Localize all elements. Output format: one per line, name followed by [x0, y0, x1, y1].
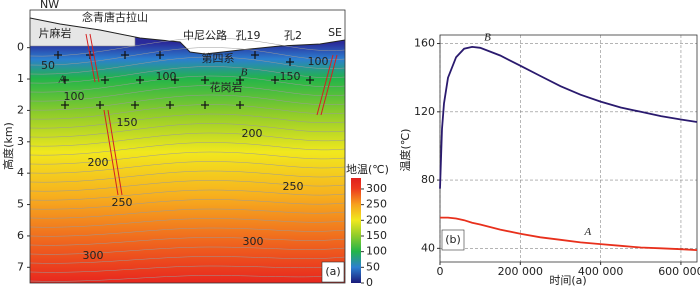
series-line: [440, 216, 698, 251]
isotherm: [29, 180, 346, 192]
contour-label: 100: [64, 90, 85, 103]
isotherm: [29, 199, 346, 210]
y-tick-label: 40: [421, 241, 435, 254]
y-tick-label: 6: [17, 229, 24, 242]
panel-label-box: [441, 229, 465, 251]
x-tick-label: 600 000: [658, 265, 700, 278]
y-tick-label: 160: [414, 37, 435, 50]
isotherm: [29, 56, 346, 75]
isotherm: [29, 132, 346, 147]
y-tick-label: 5: [17, 198, 24, 211]
contour-label: 200: [88, 156, 109, 169]
y-axis-label: 温度(℃): [398, 129, 412, 172]
x-tick-label: 400 000: [578, 265, 624, 278]
contour-label: 150: [117, 116, 138, 129]
annotation: 中尼公路: [183, 29, 227, 42]
terrain-profile: [29, 17, 346, 55]
colorbar-tick-label: 300: [366, 182, 387, 195]
contour-label: 300: [83, 249, 104, 262]
contour-label: 50: [41, 59, 55, 72]
y-tick-label: 3: [17, 135, 24, 148]
isotherm: [29, 94, 346, 111]
annotation: 花岗岩: [210, 80, 243, 94]
annotation: 第四系: [202, 51, 235, 65]
contour-label: 250: [283, 180, 304, 193]
y-tick-label: 0: [17, 41, 24, 54]
x-tick-label: 0: [437, 265, 444, 278]
isotherm: [29, 274, 346, 282]
isotherm: [29, 151, 346, 165]
panel-label-box: [321, 261, 345, 283]
isotherm: [29, 66, 346, 84]
y-tick-label: 2: [17, 103, 24, 116]
colorbar-tick-label: 100: [366, 245, 387, 258]
plot-frame: [439, 34, 698, 263]
isotherm: [29, 123, 346, 138]
annotation: 孔2: [284, 29, 302, 42]
isotherm: [29, 37, 346, 57]
y-axis-label: 高度(km): [1, 122, 15, 170]
isotherm: [29, 113, 346, 129]
isotherm: [29, 208, 346, 219]
panel-a: [29, 9, 361, 284]
y-tick-label: 80: [421, 173, 435, 186]
isotherm: [29, 265, 346, 273]
isotherm: [29, 189, 346, 201]
annotation: A: [58, 74, 66, 86]
isotherm: [29, 227, 346, 237]
colorbar-tick-label: 250: [366, 198, 387, 211]
y-tick-label: 1: [17, 72, 24, 85]
y-tick-label: 7: [17, 260, 24, 273]
boreholes: [85, 33, 338, 196]
isotherm: [29, 170, 346, 183]
y-tick-label: 120: [414, 105, 435, 118]
colorbar-tick-label: 0: [366, 276, 373, 287]
annotation: NW: [40, 0, 59, 11]
contour-label: 100: [308, 55, 329, 68]
isotherm: [29, 218, 346, 228]
isotherm: [29, 75, 346, 93]
plot-frame: [29, 9, 346, 284]
series-label: A: [584, 226, 592, 238]
isotherm: [29, 104, 346, 120]
series-line: [439, 45, 698, 189]
x-axis-label: 时间(a): [549, 274, 586, 287]
contour-label: 200: [242, 127, 263, 140]
colorbar-label: 地温(℃): [346, 163, 389, 176]
colorbar-tick-label: 150: [366, 229, 387, 242]
isotherm: [29, 85, 346, 102]
isotherm: [29, 161, 346, 174]
annotation: 孔19: [236, 29, 261, 42]
temperature-field: [30, 10, 345, 283]
contour-label: 250: [112, 196, 133, 209]
annotation: B: [241, 67, 248, 79]
panel-label: (b): [445, 233, 461, 246]
isotherm: [29, 47, 346, 66]
annotation: 片麻岩: [39, 26, 72, 40]
colorbar-tick-label: 50: [366, 260, 380, 273]
x-tick-label: 200 000: [498, 265, 544, 278]
panel-label: (a): [325, 265, 340, 278]
isotherm: [29, 237, 346, 246]
colorbar-tick-label: 200: [366, 213, 387, 226]
contour-label: 100: [156, 70, 177, 83]
isotherm: [29, 256, 346, 264]
annotation: SE: [328, 26, 342, 39]
series-label: B: [484, 31, 491, 43]
colorbar: [351, 178, 361, 283]
isotherm: [29, 142, 346, 156]
annotation: 念青唐古拉山: [82, 10, 148, 24]
isotherms: [29, 37, 346, 282]
contour-label: 300: [243, 235, 264, 248]
sky: [30, 10, 345, 54]
isotherm: [29, 246, 346, 255]
contour-label: 150: [280, 70, 301, 83]
granite-symbols: [54, 51, 314, 109]
y-tick-label: 4: [17, 166, 24, 179]
